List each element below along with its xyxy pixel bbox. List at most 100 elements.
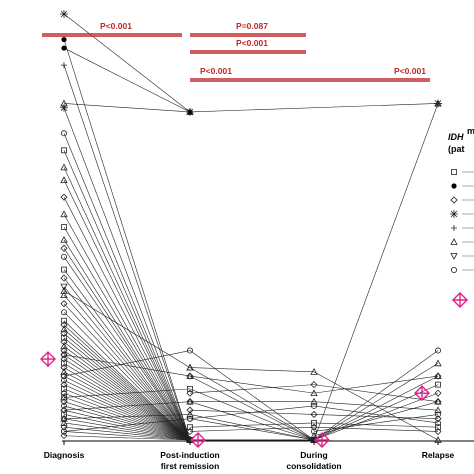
legend-symbol-3 <box>450 210 458 218</box>
marker-8-0 <box>60 163 68 171</box>
series-line-13-0 <box>63 239 191 441</box>
marker-62-2 <box>310 402 317 409</box>
series-line-11-0 <box>63 214 191 441</box>
marker-61-2 <box>310 410 318 419</box>
pvalue-label-2: P<0.001 <box>236 38 268 48</box>
series-line-24-0 <box>63 329 191 441</box>
marker-10-0 <box>60 193 68 201</box>
pvalue-label-right-3: P<0.001 <box>394 66 426 76</box>
marker-17-0 <box>60 274 68 282</box>
marker-62-1 <box>186 415 193 422</box>
marker-5-3 <box>434 99 442 108</box>
legend-symbol-4 <box>451 225 457 231</box>
series-line-63-2 <box>313 422 439 428</box>
marker-67-3 <box>434 372 442 380</box>
series-line-37-0 <box>63 384 191 441</box>
marker-4-1 <box>186 108 194 115</box>
legend-title-line2: (pat <box>448 144 465 154</box>
series-line-55-0 <box>63 414 191 419</box>
series-line-5-2 <box>313 103 439 441</box>
marker-16-0 <box>61 266 67 273</box>
series-line-36-0 <box>63 380 191 441</box>
marker-59-3 <box>434 398 442 406</box>
series-line-59-2 <box>313 384 439 402</box>
legend-symbol-5 <box>450 238 458 245</box>
x-tick-label-2: During <box>300 450 327 460</box>
marker-38-0 <box>61 385 67 392</box>
series-line-41-0 <box>63 401 191 441</box>
marker-3-0 <box>61 62 67 69</box>
series-line-1-0 <box>63 39 191 441</box>
marker-29-0 <box>60 346 68 355</box>
series-line-63-1 <box>189 422 315 428</box>
marker-57-2 <box>310 368 318 375</box>
marker-45-0 <box>60 415 68 423</box>
series-line-69-2 <box>313 401 439 437</box>
median-marker-0 <box>40 351 56 368</box>
series-line-59-1 <box>189 384 315 394</box>
median-marker-3 <box>414 385 430 402</box>
marker-21-0 <box>61 309 68 316</box>
legend-symbol-1 <box>451 183 457 189</box>
x-tick-label-3: Relapse <box>422 450 455 460</box>
pvalue-brackets: P<0.001 P=0.087 P<0.001 P<0.001 P<0.001 <box>42 21 430 82</box>
marker-44-0 <box>61 411 67 418</box>
marker-54-1 <box>186 398 194 406</box>
marker-7-0 <box>61 147 67 154</box>
marker-0-0 <box>60 10 68 18</box>
marker-69-3 <box>434 397 442 405</box>
series-line-49-0 <box>63 435 191 441</box>
legend-symbol-median <box>452 292 468 308</box>
marker-58-1 <box>186 372 194 379</box>
series-line-6-0 <box>63 133 191 441</box>
marker-55-0 <box>60 414 68 422</box>
series-line-56-0 <box>63 418 191 432</box>
series-line-64-2 <box>313 426 439 432</box>
marker-54-0 <box>60 406 68 414</box>
series-lines <box>63 13 439 441</box>
marker-9-0 <box>60 176 68 184</box>
series-line-40-0 <box>63 397 191 441</box>
series-line-58-1 <box>189 375 315 394</box>
marker-68-3 <box>435 381 441 388</box>
marker-62-3 <box>434 419 441 426</box>
series-line-17-0 <box>63 277 191 441</box>
marker-39-0 <box>60 389 68 397</box>
series-line-64-1 <box>189 426 315 432</box>
marker-52-0 <box>60 287 68 294</box>
series-line-30-0 <box>63 354 191 441</box>
marker-5-1 <box>186 436 194 444</box>
marker-64-2 <box>310 423 318 431</box>
marker-50-1 <box>186 347 193 354</box>
series-line-44-0 <box>63 414 191 441</box>
series-line-33-0 <box>63 367 191 441</box>
marker-66-3 <box>434 359 442 367</box>
series-line-29-0 <box>63 350 191 441</box>
marker-14-0 <box>60 244 68 252</box>
series-line-46-0 <box>63 422 191 441</box>
series-line-68-2 <box>313 384 439 441</box>
marker-32-0 <box>61 360 67 367</box>
marker-2-0 <box>61 45 67 51</box>
legend-symbol-0 <box>451 169 457 175</box>
median-marker-2 <box>314 432 330 448</box>
series-line-57-1 <box>189 367 315 373</box>
marker-63-1 <box>187 424 193 431</box>
marker-63-3 <box>435 424 441 431</box>
marker-64-1 <box>186 427 194 436</box>
marker-60-1 <box>186 397 194 405</box>
series-line-42-0 <box>63 405 191 441</box>
series-line-66-2 <box>313 363 439 441</box>
x-tick-label-1-1: first remission <box>161 461 220 471</box>
pvalue-label-3: P<0.001 <box>200 66 232 76</box>
series-line-21-0 <box>63 311 191 441</box>
marker-22-0 <box>61 317 67 324</box>
series-line-4-1 <box>189 103 439 113</box>
series-line-54-0 <box>63 401 191 411</box>
series-line-51-1 <box>189 375 315 441</box>
marker-58-3 <box>434 372 442 379</box>
legend-symbol-7 <box>450 266 457 273</box>
marker-64-3 <box>434 427 442 436</box>
marker-42-0 <box>61 402 68 409</box>
